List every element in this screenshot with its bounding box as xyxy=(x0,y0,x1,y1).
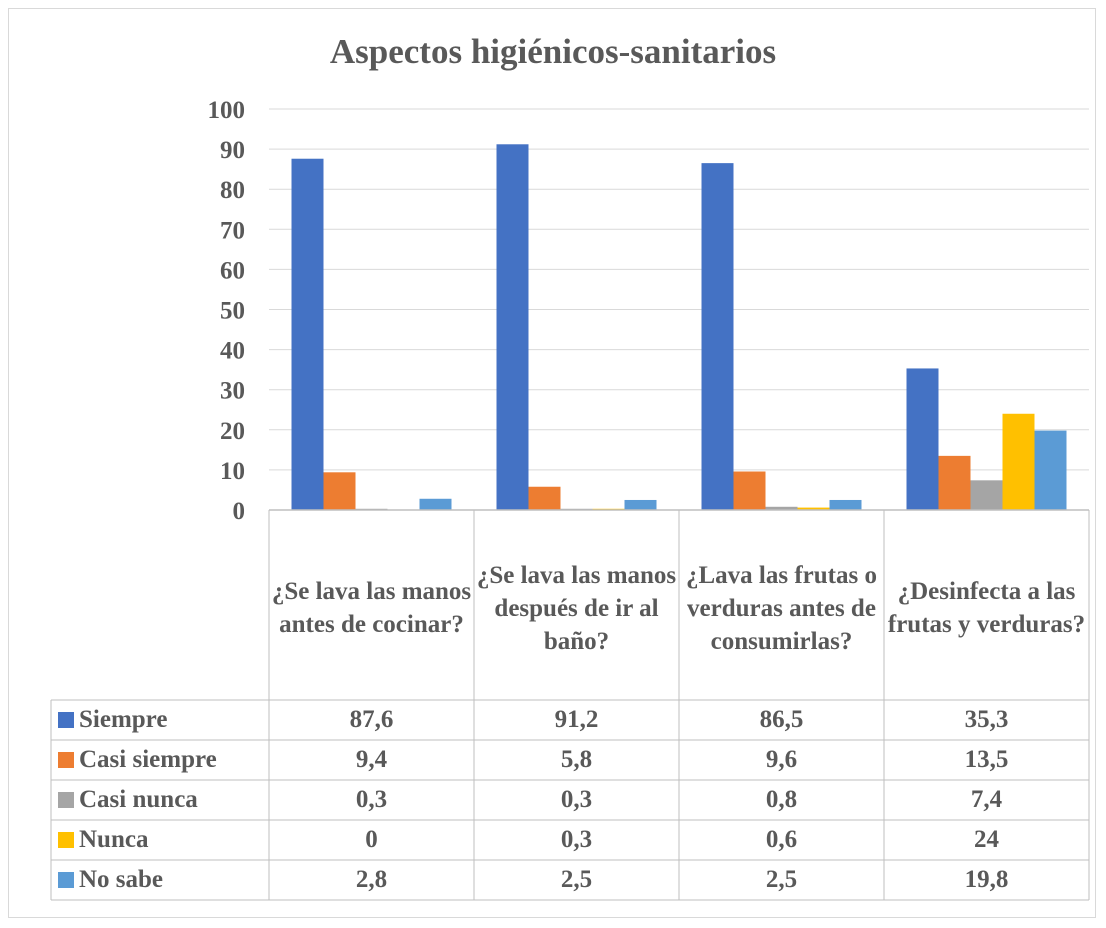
bar-no-sabe xyxy=(1034,430,1067,510)
legend-entry: Casi nunca xyxy=(58,780,198,820)
data-value-label: 0,6 xyxy=(765,826,798,853)
data-value-label: 91,2 xyxy=(554,706,599,733)
data-value-label: 0,3 xyxy=(355,786,388,813)
data-value-label: 0,8 xyxy=(765,786,798,813)
x-category-label: ¿Se lava las manos después de ir al baño… xyxy=(476,561,677,655)
bar-casi-siempre xyxy=(323,472,356,510)
legend-swatch xyxy=(58,832,74,848)
data-value-label: 19,8 xyxy=(964,866,1009,893)
data-value-label: 13,5 xyxy=(964,746,1009,773)
legend-entry: Nunca xyxy=(58,820,148,860)
bar-nunca xyxy=(797,507,830,510)
series-name: No sabe xyxy=(79,866,164,893)
legend-swatch xyxy=(58,792,74,808)
legend-swatch xyxy=(58,752,74,768)
data-value-label: 0,3 xyxy=(560,786,593,813)
y-tick-label: 70 xyxy=(220,217,245,244)
data-value-label: 7,4 xyxy=(970,786,1003,813)
bar-no-sabe xyxy=(419,498,452,510)
legend-entry: Siempre xyxy=(58,700,167,740)
bar-no-sabe xyxy=(624,499,657,510)
legend-entry: Casi siempre xyxy=(58,740,217,780)
bar-siempre xyxy=(291,158,324,510)
data-value-label: 35,3 xyxy=(964,706,1009,733)
data-value-label: 2,8 xyxy=(355,866,388,893)
bar-casi-siempre xyxy=(733,471,766,510)
y-tick-label: 90 xyxy=(220,137,245,164)
bar-no-sabe xyxy=(829,499,862,510)
y-tick-label: 30 xyxy=(220,378,245,405)
series-name: Casi siempre xyxy=(79,746,217,773)
y-tick-label: 10 xyxy=(220,458,245,485)
data-value-label: 9,6 xyxy=(765,746,798,773)
y-tick-label: 0 xyxy=(233,498,246,525)
series-name: Nunca xyxy=(79,826,149,853)
bar-casi-nunca xyxy=(970,480,1003,510)
series-name: Casi nunca xyxy=(79,786,198,813)
data-value-label: 87,6 xyxy=(349,706,394,733)
data-value-label: 2,5 xyxy=(765,866,798,893)
y-tick-label: 100 xyxy=(208,97,246,124)
legend-entry: No sabe xyxy=(58,860,163,900)
data-value-label: 0,3 xyxy=(560,826,593,853)
y-tick-label: 80 xyxy=(220,177,245,204)
chart-frame xyxy=(8,8,1096,918)
chart-title: Aspectos higiénicos-sanitarios xyxy=(329,32,777,71)
bar-casi-siempre xyxy=(528,486,561,510)
bar-siempre xyxy=(496,144,529,510)
y-tick-label: 20 xyxy=(220,418,245,445)
data-value-label: 2,5 xyxy=(560,866,593,893)
y-tick-label: 50 xyxy=(220,298,245,325)
bar-siempre xyxy=(701,163,734,510)
x-category-label: ¿Lava las frutas o verduras antes de con… xyxy=(686,561,877,655)
y-tick-label: 40 xyxy=(220,338,245,365)
series-name: Siempre xyxy=(79,706,168,733)
bar-nunca xyxy=(1002,413,1035,510)
legend-swatch xyxy=(58,872,74,888)
data-value-label: 9,4 xyxy=(355,746,388,773)
data-value-label: 5,8 xyxy=(560,746,593,773)
bar-siempre xyxy=(906,368,939,510)
x-category-label: ¿Se lava las manos antes de cocinar? xyxy=(271,578,472,638)
data-value-label: 24 xyxy=(974,826,999,853)
bar-casi-siempre xyxy=(938,455,971,510)
data-value-label: 86,5 xyxy=(759,706,804,733)
bar-casi-nunca xyxy=(765,506,798,510)
data-value-label: 0 xyxy=(365,826,378,853)
legend-swatch xyxy=(58,712,74,728)
y-tick-label: 60 xyxy=(220,257,245,284)
x-category-label: ¿Desinfecta a las frutas y verduras? xyxy=(887,578,1086,638)
